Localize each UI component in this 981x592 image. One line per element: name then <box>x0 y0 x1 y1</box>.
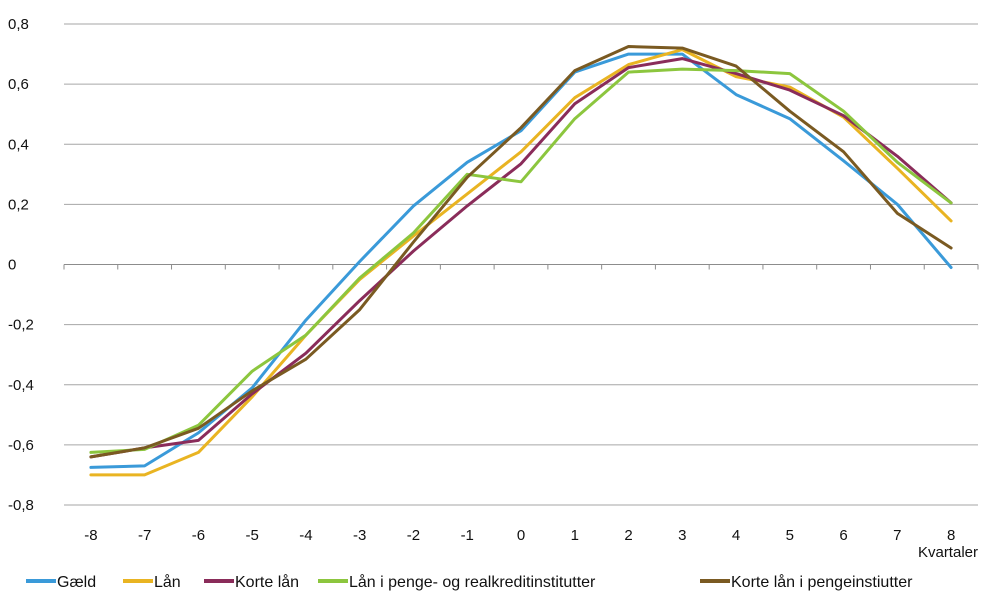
legend-item: Gæld <box>26 574 96 591</box>
y-tick-label: 0,6 <box>8 76 29 93</box>
y-tick-label: 0,4 <box>8 136 29 153</box>
legend-item: Lån <box>123 573 181 591</box>
legend-item: Korte lån i pengeinstiutter <box>700 573 913 591</box>
x-tick-label: 6 <box>839 527 847 544</box>
series-lines <box>89 45 953 477</box>
legend: Gæld Lån Korte lån Lån i penge- og realkred… <box>26 573 913 591</box>
grid-lines <box>64 23 978 506</box>
series-line-3 <box>89 67 953 454</box>
x-tick-label: -6 <box>192 527 205 544</box>
y-axis-ticks: -0,8 -0,6 -0,4 -0,2 0 0,2 0,4 0,6 0,8 <box>8 16 34 514</box>
y-tick-label: 0,2 <box>8 196 29 213</box>
legend-label: Gæld <box>57 574 96 591</box>
x-tick-label: 0 <box>517 527 525 544</box>
x-tick-label: 4 <box>732 527 740 544</box>
x-tick-label: -5 <box>246 527 259 544</box>
x-axis-ticks: -8 -7 -6 -5 -4 -3 -2 -1 0 1 2 3 4 5 6 7 8 <box>63 264 979 544</box>
x-tick-label: 8 <box>947 527 955 544</box>
legend-label: Lån i penge- og realkreditinstitutter <box>349 573 596 591</box>
legend-label: Korte lån i pengeinstiutter <box>731 573 913 591</box>
x-tick-label: -2 <box>407 527 420 544</box>
x-tick-label: -1 <box>461 527 474 544</box>
series-line-2 <box>89 57 953 459</box>
x-tick-label: -8 <box>84 527 97 544</box>
legend-item: Lån i penge- og realkreditinstitutter <box>318 573 596 591</box>
x-tick-label: -3 <box>353 527 366 544</box>
x-axis-label: Kvartaler <box>918 544 978 561</box>
x-tick-label: 1 <box>571 527 579 544</box>
legend-label: Korte lån <box>235 573 299 591</box>
y-tick-label: -0,6 <box>8 437 34 454</box>
x-tick-label: -4 <box>299 527 312 544</box>
y-tick-label: -0,8 <box>8 497 34 514</box>
y-tick-label: 0 <box>8 257 16 274</box>
y-tick-label: -0,4 <box>8 377 34 394</box>
x-tick-label: 5 <box>786 527 794 544</box>
x-tick-label: 2 <box>624 527 632 544</box>
x-tick-label: 7 <box>893 527 901 544</box>
series-line-4 <box>89 45 953 459</box>
x-tick-label: -7 <box>138 527 151 544</box>
legend-item: Korte lån <box>204 573 299 591</box>
x-tick-label: 3 <box>678 527 686 544</box>
series-line-1 <box>89 48 953 477</box>
y-tick-label: -0,2 <box>8 317 34 334</box>
y-tick-label: 0,8 <box>8 16 29 33</box>
legend-label: Lån <box>154 573 181 591</box>
